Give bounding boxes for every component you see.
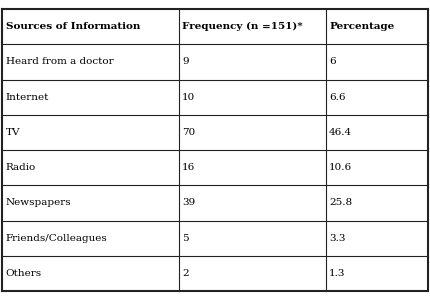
Text: Frequency (n =151)*: Frequency (n =151)* bbox=[182, 22, 303, 31]
Text: Percentage: Percentage bbox=[329, 22, 394, 31]
Text: 46.4: 46.4 bbox=[329, 128, 352, 137]
Text: 5: 5 bbox=[182, 234, 189, 243]
Text: Heard from a doctor: Heard from a doctor bbox=[6, 57, 113, 66]
Text: 16: 16 bbox=[182, 163, 196, 172]
Text: 2: 2 bbox=[182, 269, 189, 278]
Text: 10.6: 10.6 bbox=[329, 163, 352, 172]
Text: 70: 70 bbox=[182, 128, 196, 137]
Text: 9: 9 bbox=[182, 57, 189, 66]
Text: 6.6: 6.6 bbox=[329, 93, 346, 102]
Text: Others: Others bbox=[6, 269, 42, 278]
Text: Internet: Internet bbox=[6, 93, 49, 102]
Text: Newspapers: Newspapers bbox=[6, 198, 71, 207]
Text: Radio: Radio bbox=[6, 163, 36, 172]
Text: 1.3: 1.3 bbox=[329, 269, 346, 278]
Text: Friends/Colleagues: Friends/Colleagues bbox=[6, 234, 108, 243]
Text: Sources of Information: Sources of Information bbox=[6, 22, 140, 31]
Text: 6: 6 bbox=[329, 57, 336, 66]
Text: 39: 39 bbox=[182, 198, 196, 207]
Text: 10: 10 bbox=[182, 93, 196, 102]
Text: TV: TV bbox=[6, 128, 20, 137]
Text: 3.3: 3.3 bbox=[329, 234, 346, 243]
Text: 25.8: 25.8 bbox=[329, 198, 352, 207]
